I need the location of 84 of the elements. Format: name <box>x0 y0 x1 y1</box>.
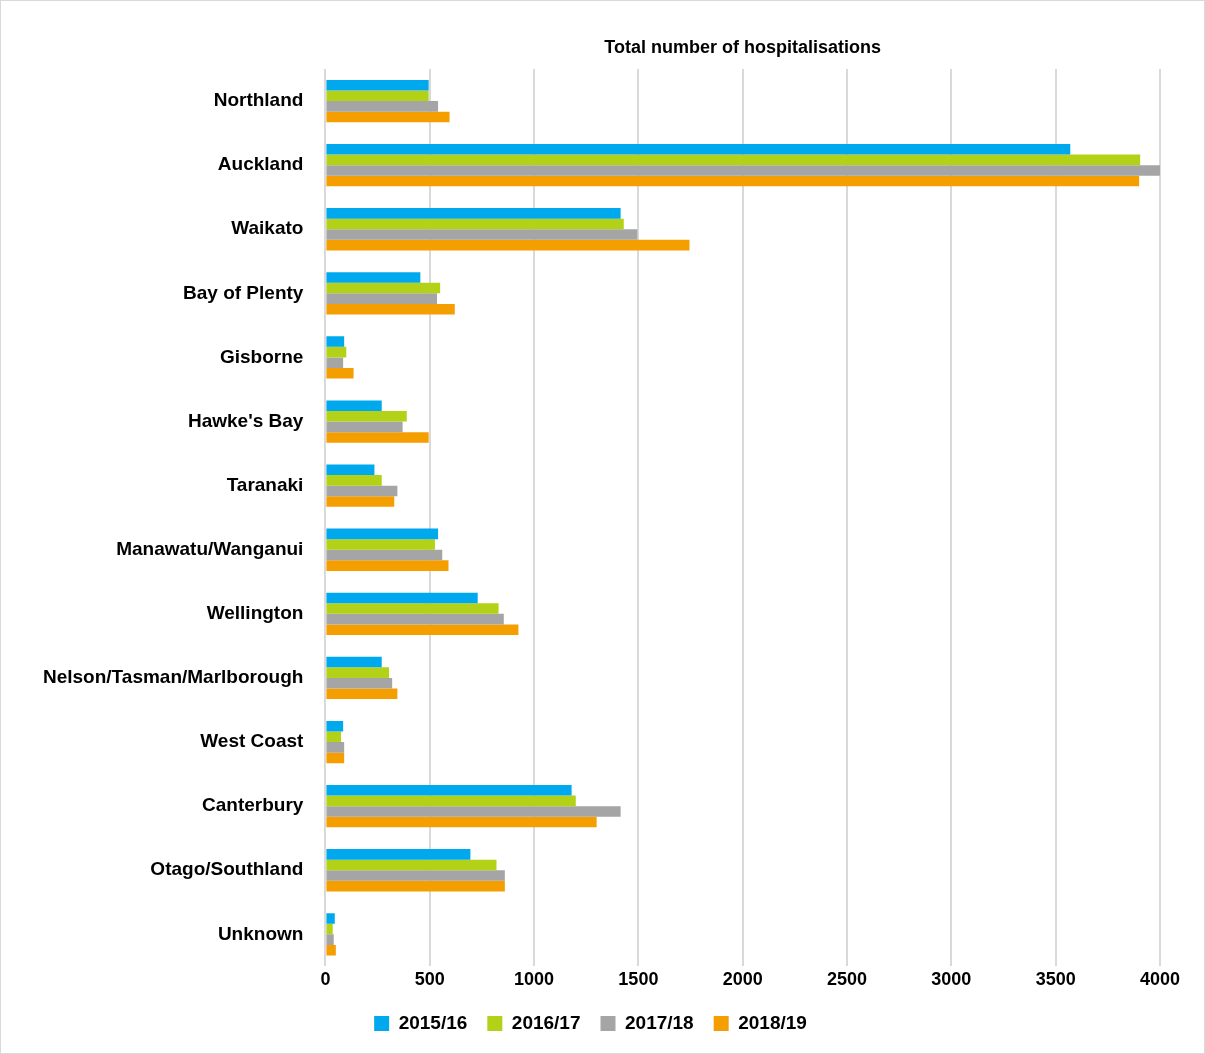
y-tick-label: Northland <box>213 89 304 111</box>
bar <box>326 144 1071 155</box>
y-tick-label: Manawatu/Wanganui <box>116 537 304 559</box>
x-tick-label: 0 <box>320 969 331 990</box>
bar <box>326 175 1140 187</box>
bar <box>326 720 344 732</box>
bar <box>326 560 449 571</box>
y-tick-label: Auckland <box>217 153 304 175</box>
bar <box>326 624 519 635</box>
bar <box>326 303 455 315</box>
bar <box>326 239 690 251</box>
bar <box>326 218 624 230</box>
bar <box>326 785 572 796</box>
bar <box>326 549 443 561</box>
bar <box>326 90 429 102</box>
y-tick-label: West Coast <box>200 730 305 752</box>
bar <box>326 859 497 871</box>
y-tick-label: Taranaki <box>226 473 304 495</box>
bar <box>326 752 345 764</box>
x-tick-label: 3500 <box>1035 969 1076 990</box>
bar <box>326 795 576 807</box>
legend-label: 2017/18 <box>625 1011 694 1033</box>
bar <box>326 165 1160 176</box>
bar <box>326 79 429 91</box>
bar <box>326 421 403 433</box>
bar <box>326 154 1141 166</box>
x-tick-label: 4000 <box>1139 969 1181 990</box>
bar <box>326 923 333 935</box>
bar <box>326 613 504 625</box>
bar <box>326 849 471 860</box>
bar <box>326 603 499 614</box>
y-tick-label: Hawke's Bay <box>187 409 304 431</box>
chart-title: Total number of hospitalisations <box>604 36 882 57</box>
bar <box>326 742 345 753</box>
bar <box>326 667 390 678</box>
bar <box>326 293 438 304</box>
bar <box>326 913 335 924</box>
x-tick-label: 500 <box>414 969 445 990</box>
y-tick-label: Unknown <box>217 922 304 944</box>
bar <box>326 592 478 604</box>
bar <box>326 464 375 476</box>
bar <box>326 101 439 112</box>
bar <box>326 410 407 422</box>
bar <box>326 688 398 700</box>
x-tick-label: 3000 <box>931 969 972 990</box>
bar <box>326 111 450 123</box>
bar <box>326 944 336 956</box>
bar <box>326 400 382 411</box>
y-tick-label: Nelson/Tasman/Marlborough <box>42 666 304 688</box>
bar <box>326 656 382 668</box>
bar <box>326 528 439 540</box>
bar <box>326 485 398 497</box>
legend-label: 2016/17 <box>511 1011 581 1033</box>
y-tick-label: Otago/Southland <box>150 858 304 880</box>
bar <box>326 496 395 507</box>
y-tick-label: Gisborne <box>219 345 304 367</box>
x-tick-label: 2500 <box>827 969 868 990</box>
x-tick-label: 1000 <box>514 969 555 990</box>
y-tick-label: Waikato <box>231 217 304 239</box>
bar <box>326 880 505 892</box>
bar <box>326 806 621 817</box>
y-tick-label: Canterbury <box>202 794 304 816</box>
bar <box>326 934 334 945</box>
bar <box>326 677 393 689</box>
bar <box>326 282 441 294</box>
legend-label: 2018/19 <box>738 1011 807 1033</box>
x-tick-label: 1500 <box>618 969 659 990</box>
bar <box>326 475 382 486</box>
bar <box>326 336 345 347</box>
x-tick-label: 2000 <box>722 969 763 990</box>
bar <box>326 346 347 358</box>
bar <box>326 368 354 379</box>
bar <box>326 539 435 550</box>
y-tick-label: Bay of Plenty <box>183 281 304 303</box>
bar <box>326 731 342 743</box>
bar <box>326 229 638 240</box>
bar <box>326 208 621 219</box>
bar <box>326 870 505 881</box>
bar <box>326 432 429 443</box>
y-tick-label: Wellington <box>206 602 304 624</box>
bar <box>326 272 421 283</box>
legend-label: 2015/16 <box>398 1011 468 1033</box>
bar <box>326 357 344 369</box>
bar <box>326 816 597 828</box>
